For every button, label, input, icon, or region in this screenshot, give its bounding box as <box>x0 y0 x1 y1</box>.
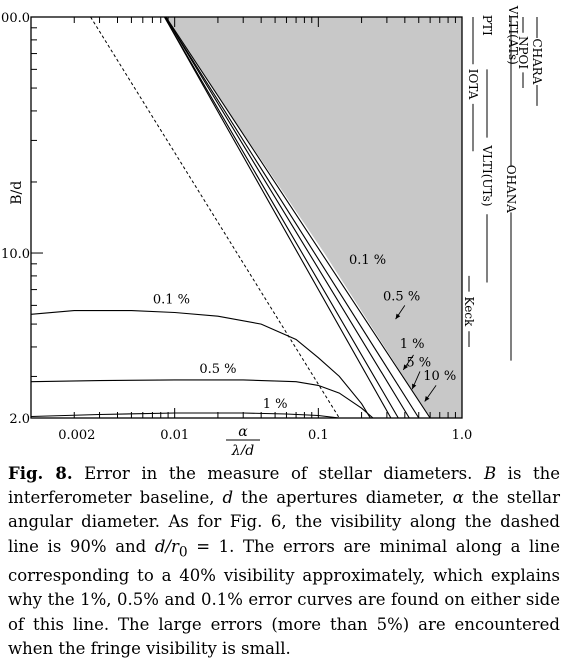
figure: 0.002 0.01 0.1 1.0 100.0 10.0 2.0 α λ/d B/d 0.1 %… <box>0 0 568 455</box>
interferometer-label: PTI <box>480 15 494 36</box>
y-tick-label: 10.0 <box>1 247 30 262</box>
y-axis-label: B/d <box>9 181 25 205</box>
y-tick-label: 2.0 <box>9 412 30 427</box>
curve-label-6: 0.5 % <box>199 362 236 377</box>
caption-label: Fig. 8. <box>8 464 73 483</box>
x-axis-label-denominator: λ/d <box>231 443 255 455</box>
interferometer-label: VLTI(UTs) <box>480 144 494 206</box>
y-tick-label: 100.0 <box>0 11 30 26</box>
curve-label-2: 1 % <box>400 337 425 352</box>
interferometer-6: OHANA <box>504 17 518 361</box>
curve-label-1: 0.5 % <box>383 289 420 304</box>
x-axis-label-numerator: α <box>238 424 248 440</box>
interferometer-label: Keck <box>462 297 476 327</box>
interferometer-2: VLTI(ATs) <box>506 5 520 65</box>
x-tick-label: 1.0 <box>452 428 473 443</box>
interferometer-3: PTI <box>480 15 494 36</box>
curve-label-4: 10 % <box>423 369 456 384</box>
curve-6 <box>31 380 373 418</box>
interferometer-4: IOTA <box>466 17 480 151</box>
x-tick-label: 0.01 <box>160 428 189 443</box>
interferometer-label: OHANA <box>504 165 518 213</box>
interferometer-label: VLTI(ATs) <box>506 5 520 65</box>
interferometer-label: IOTA <box>466 69 480 100</box>
x-tick-label: 0.1 <box>308 428 329 443</box>
interferometer-0: CHARA <box>530 17 544 106</box>
curve-label-0: 0.1 % <box>349 253 386 268</box>
interferometer-label: CHARA <box>530 38 544 84</box>
interferometer-5: VLTI(UTs) <box>480 69 494 282</box>
x-tick-label: 0.002 <box>58 428 95 443</box>
curve-7 <box>31 413 339 418</box>
error-chart: 0.002 0.01 0.1 1.0 100.0 10.0 2.0 α λ/d B/d 0.1 %… <box>0 0 568 455</box>
figure-caption: Fig. 8. Error in the measure of stellar … <box>8 462 560 661</box>
curve-label-7: 1 % <box>263 397 288 412</box>
interferometer-7: Keck <box>462 276 476 347</box>
curve-label-5: 0.1 % <box>153 293 190 308</box>
